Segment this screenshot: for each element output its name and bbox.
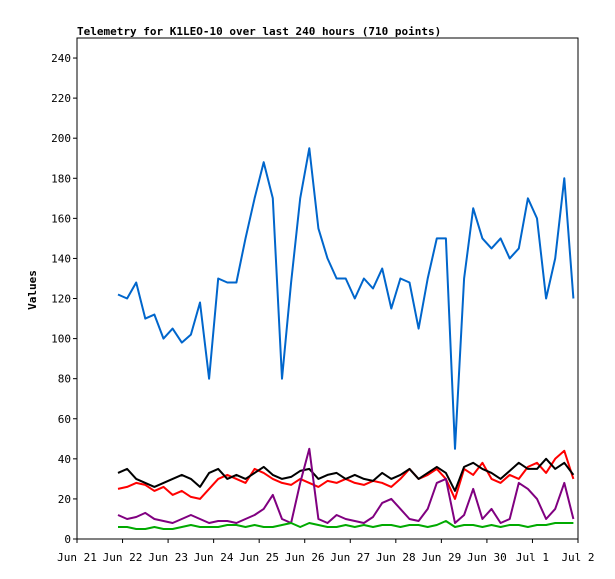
- y-tick-label: 160: [51, 212, 71, 225]
- x-tick-label: Jun 27: [330, 551, 370, 564]
- x-tick-label: Jun 24: [194, 551, 234, 564]
- x-axis: Jun 21 Jun 22 Jun 23 Jun 24 Jun 25 Jun 26 Jun …: [57, 539, 595, 564]
- x-tick-label: Jun 25: [239, 551, 279, 564]
- y-axis: 0 20 40 60 80 100 120 140 160 180 200 220 240: [51, 52, 77, 546]
- y-axis-label: Values: [26, 270, 39, 310]
- y-tick-label: 80: [58, 373, 71, 386]
- chart-title: Telemetry for K1LEO-10 over last 240 hou…: [77, 25, 441, 38]
- series-line: [117, 447, 575, 524]
- y-tick-label: 120: [51, 293, 71, 306]
- plot-area: [76, 37, 579, 540]
- x-tick-label: Jun 23: [148, 551, 188, 564]
- series-line: [118, 520, 574, 530]
- series-line: [117, 147, 575, 450]
- y-tick-label: 0: [64, 533, 71, 546]
- series-layer: [117, 147, 575, 530]
- y-tick-label: 240: [51, 52, 71, 65]
- y-tick-label: 180: [51, 172, 71, 185]
- x-tick-label: Jun 22: [103, 551, 143, 564]
- y-tick-label: 100: [51, 333, 71, 346]
- x-tick-label: Jun 21: [57, 551, 97, 564]
- y-tick-label: 20: [58, 493, 71, 506]
- x-tick-label: Jun 28: [376, 551, 416, 564]
- x-tick-label: Jul 2: [561, 551, 594, 564]
- y-tick-label: 200: [51, 132, 71, 145]
- series-line: [117, 457, 575, 492]
- y-tick-label: 40: [58, 453, 71, 466]
- y-tick-label: 220: [51, 92, 71, 105]
- x-tick-label: Jun 29: [421, 551, 461, 564]
- x-tick-label: Jun 26: [285, 551, 325, 564]
- y-tick-label: 60: [58, 413, 71, 426]
- y-tick-label: 140: [51, 252, 71, 265]
- x-tick-label: Jun 30: [467, 551, 507, 564]
- x-tick-label: Jul 1: [516, 551, 549, 564]
